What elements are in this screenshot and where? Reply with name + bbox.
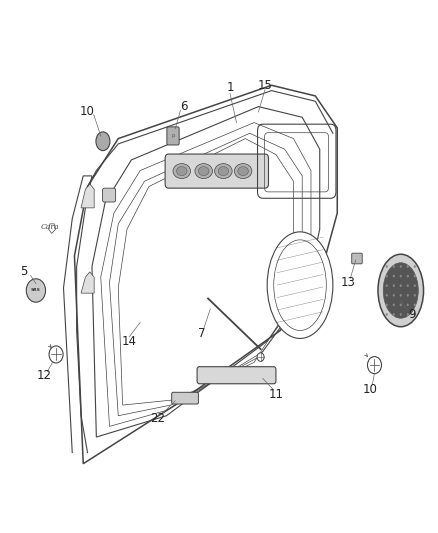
- Ellipse shape: [383, 263, 418, 318]
- Ellipse shape: [385, 294, 388, 296]
- Polygon shape: [81, 272, 94, 293]
- Ellipse shape: [399, 265, 402, 268]
- Ellipse shape: [218, 167, 229, 175]
- Ellipse shape: [399, 294, 402, 296]
- Ellipse shape: [413, 265, 416, 268]
- Ellipse shape: [392, 304, 395, 306]
- Ellipse shape: [406, 265, 409, 268]
- Text: 15: 15: [258, 79, 272, 92]
- Ellipse shape: [49, 346, 63, 363]
- Ellipse shape: [385, 265, 388, 268]
- Text: 7: 7: [198, 327, 205, 340]
- Ellipse shape: [392, 294, 395, 296]
- Ellipse shape: [406, 294, 409, 296]
- Ellipse shape: [392, 313, 395, 316]
- FancyBboxPatch shape: [167, 127, 179, 145]
- Text: 22: 22: [150, 412, 165, 425]
- Ellipse shape: [413, 313, 416, 316]
- Ellipse shape: [406, 304, 409, 306]
- Ellipse shape: [215, 164, 232, 179]
- Text: 1: 1: [226, 82, 234, 94]
- Text: 6: 6: [180, 100, 188, 113]
- Ellipse shape: [399, 304, 402, 306]
- Text: Cara: Cara: [40, 222, 59, 231]
- Ellipse shape: [367, 357, 381, 374]
- Ellipse shape: [177, 167, 187, 175]
- Ellipse shape: [406, 275, 409, 277]
- Ellipse shape: [413, 285, 416, 287]
- Text: 14: 14: [122, 335, 137, 348]
- Text: 12: 12: [36, 369, 51, 382]
- Ellipse shape: [413, 275, 416, 277]
- Text: 13: 13: [341, 276, 356, 289]
- Polygon shape: [81, 184, 94, 208]
- Ellipse shape: [406, 313, 409, 316]
- Text: 11: 11: [268, 388, 283, 401]
- FancyBboxPatch shape: [197, 367, 276, 384]
- Ellipse shape: [238, 167, 248, 175]
- Ellipse shape: [385, 313, 388, 316]
- Text: 10: 10: [363, 383, 378, 395]
- Ellipse shape: [378, 254, 424, 327]
- Ellipse shape: [267, 232, 333, 338]
- Ellipse shape: [413, 294, 416, 296]
- Ellipse shape: [173, 164, 191, 179]
- Ellipse shape: [399, 313, 402, 316]
- FancyBboxPatch shape: [165, 154, 268, 188]
- Text: 10: 10: [80, 106, 95, 118]
- Ellipse shape: [195, 164, 212, 179]
- Ellipse shape: [385, 304, 388, 306]
- Ellipse shape: [26, 279, 46, 302]
- Ellipse shape: [96, 132, 110, 151]
- Ellipse shape: [399, 275, 402, 277]
- Ellipse shape: [392, 275, 395, 277]
- Ellipse shape: [413, 304, 416, 306]
- Ellipse shape: [385, 275, 388, 277]
- FancyBboxPatch shape: [352, 253, 362, 264]
- Text: p: p: [171, 133, 175, 139]
- Ellipse shape: [392, 265, 395, 268]
- Text: SRS: SRS: [31, 288, 41, 293]
- Ellipse shape: [392, 285, 395, 287]
- Ellipse shape: [406, 285, 409, 287]
- Ellipse shape: [198, 167, 209, 175]
- Text: 9: 9: [408, 308, 416, 321]
- FancyBboxPatch shape: [172, 392, 198, 404]
- Ellipse shape: [385, 285, 388, 287]
- FancyBboxPatch shape: [102, 188, 116, 202]
- Ellipse shape: [257, 353, 264, 361]
- Ellipse shape: [399, 285, 402, 287]
- Text: 5: 5: [21, 265, 28, 278]
- Ellipse shape: [234, 164, 252, 179]
